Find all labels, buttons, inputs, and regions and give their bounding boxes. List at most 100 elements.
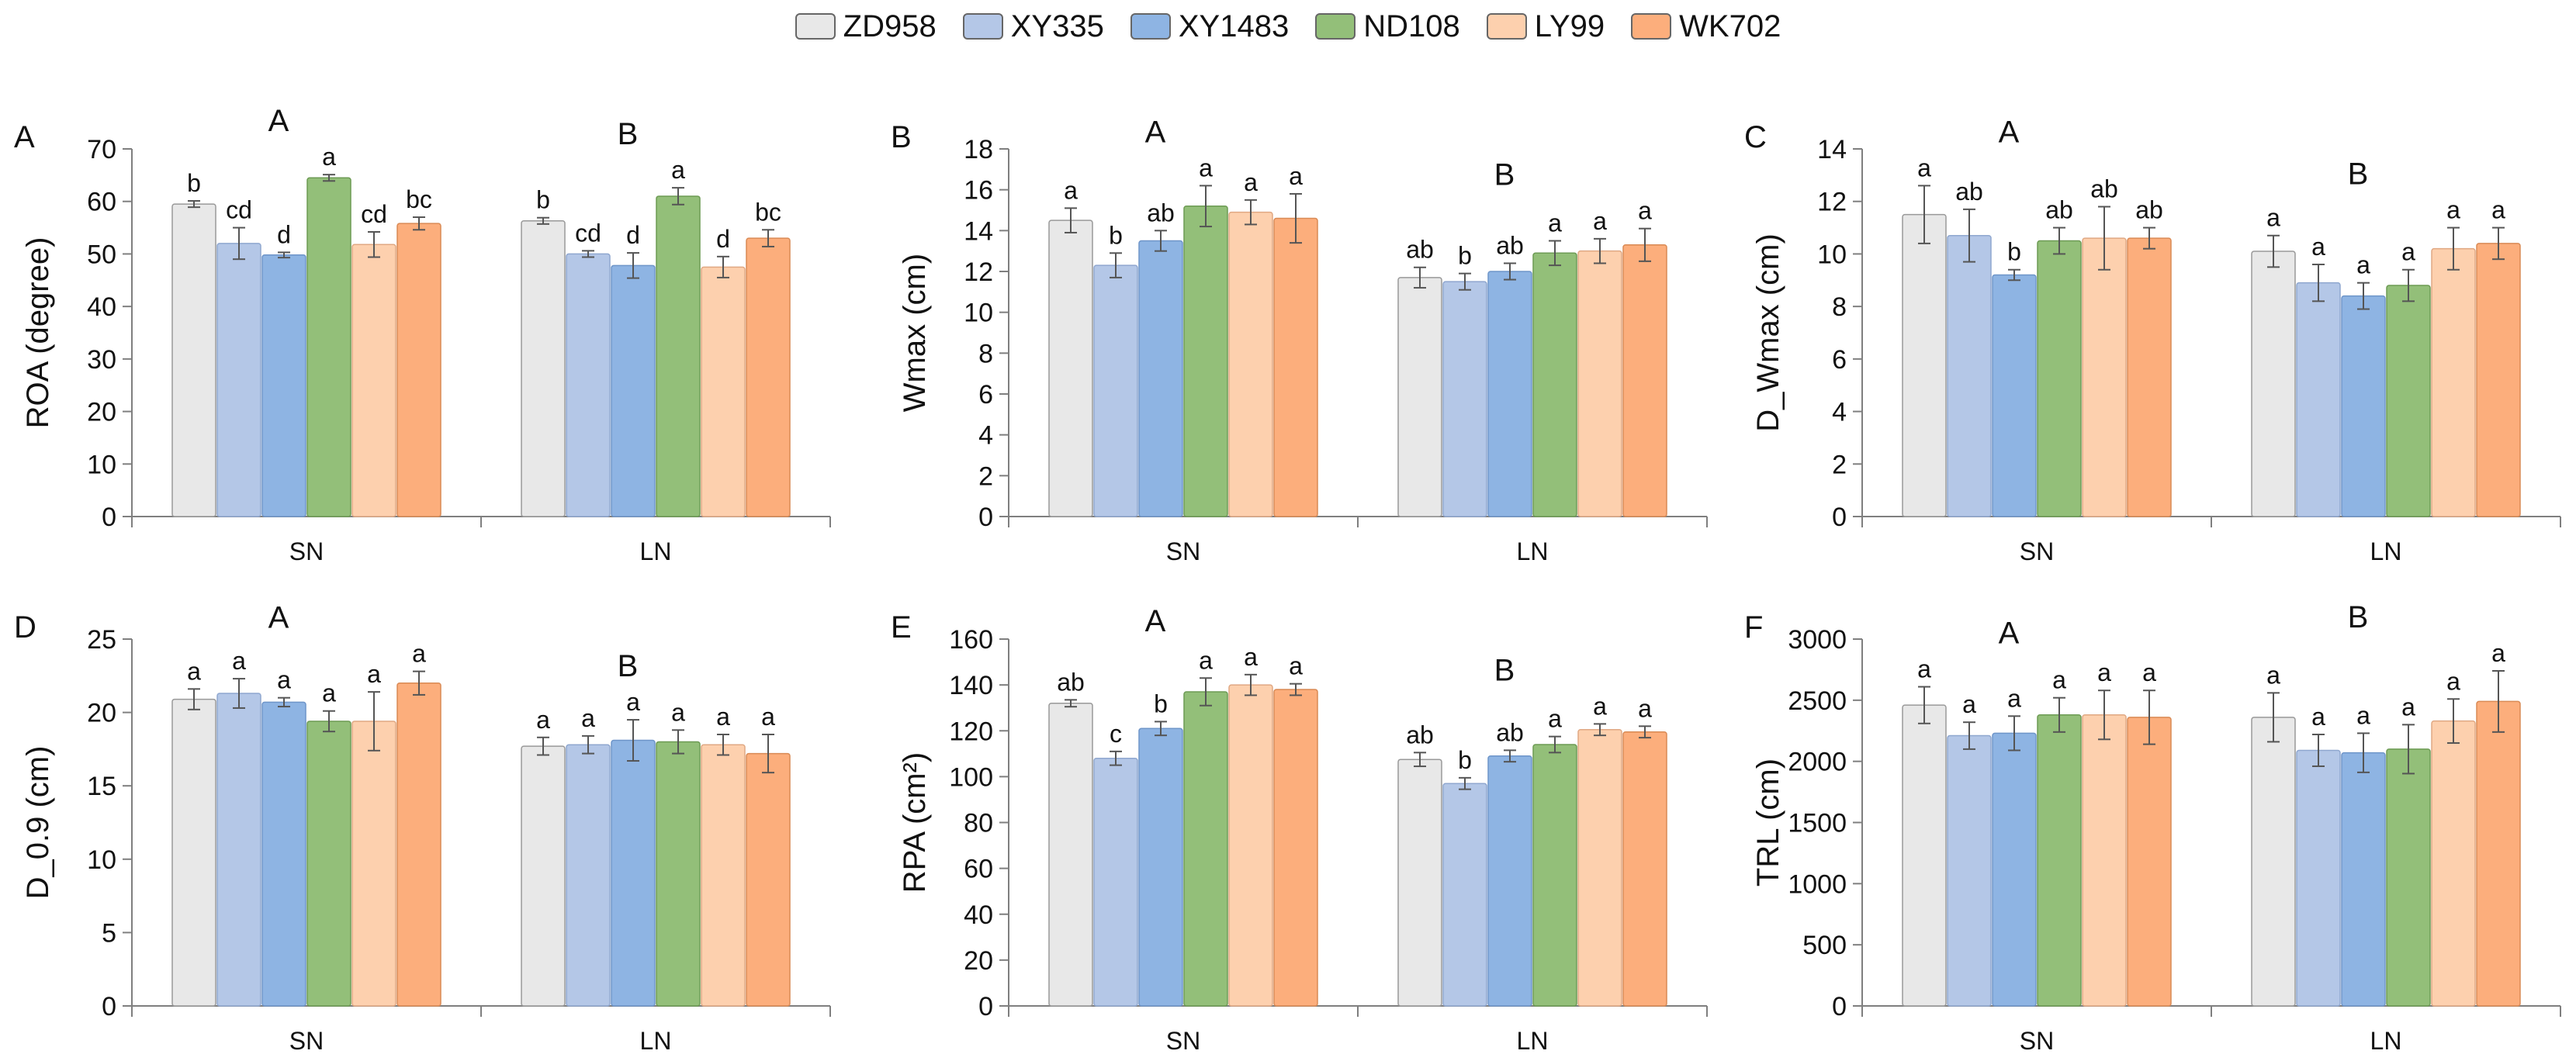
significance-letter: a	[1064, 176, 1078, 204]
x-tick-label: LN	[1517, 537, 1549, 565]
legend-swatch	[962, 13, 1003, 40]
bar	[2251, 717, 2296, 1007]
bar	[2296, 749, 2341, 1007]
y-tick-label: 0	[1832, 503, 1847, 532]
y-tick-label: 10	[964, 299, 993, 328]
significance-letter: a	[1289, 162, 1303, 190]
bar	[2082, 714, 2127, 1007]
group-letter: B	[1494, 158, 1515, 192]
legend-label: ND108	[1363, 9, 1460, 43]
significance-letter: a	[2311, 703, 2325, 731]
x-tick-label: LN	[640, 1027, 672, 1055]
panel-letter: B	[891, 120, 912, 154]
significance-letter: a	[1593, 207, 1607, 235]
y-tick-label: 15	[87, 772, 116, 801]
y-tick-label: 0	[978, 992, 993, 1021]
significance-letter: a	[322, 679, 336, 707]
y-tick-label: 14	[1817, 135, 1847, 164]
y-tick-label: 40	[964, 900, 993, 930]
bar	[2296, 282, 2341, 517]
bar	[1273, 689, 1318, 1007]
y-axis-title: Wmax (cm)	[898, 254, 932, 412]
y-tick-label: 10	[87, 845, 116, 875]
y-tick-label: 120	[949, 717, 993, 746]
bar	[2037, 240, 2082, 517]
bar	[1487, 755, 1532, 1007]
chart-panel-c: CD_Wmax (cm)02468101214SNaabbabababALNaa…	[1744, 115, 2561, 565]
x-tick-label: LN	[2370, 537, 2402, 565]
y-axis-title: ROA (degree)	[21, 237, 55, 429]
significance-letter: b	[1458, 242, 1472, 270]
bar	[611, 264, 656, 517]
significance-letter: a	[1593, 692, 1607, 720]
y-tick-label: 20	[87, 398, 116, 427]
x-tick-label: LN	[2370, 1027, 2402, 1055]
bar	[1048, 703, 1093, 1007]
panel-letter: D	[14, 610, 36, 645]
x-tick-label: SN	[289, 537, 324, 565]
x-tick-label: SN	[1166, 1027, 1200, 1055]
bar	[261, 254, 306, 517]
legend-label: XY1483	[1178, 9, 1290, 43]
bar	[306, 177, 351, 517]
significance-letter: a	[187, 657, 201, 685]
significance-letter: bc	[406, 185, 432, 213]
significance-letter: ab	[2045, 196, 2073, 224]
y-tick-label: 20	[964, 946, 993, 976]
significance-letter: a	[367, 660, 381, 688]
y-axis-title: RPA (cm²)	[898, 752, 932, 893]
y-tick-label: 40	[87, 292, 116, 322]
significance-letter: b	[187, 169, 201, 197]
bar	[746, 237, 791, 517]
y-tick-label: 2000	[1788, 748, 1847, 777]
legend-swatch	[795, 13, 836, 40]
y-tick-label: 25	[87, 625, 116, 655]
significance-letter: d	[716, 225, 730, 253]
bar	[1487, 271, 1532, 517]
bar	[1138, 727, 1183, 1007]
significance-letter: ab	[1057, 668, 1085, 696]
bar	[2476, 700, 2521, 1007]
bar	[2082, 237, 2127, 517]
bar	[1532, 744, 1577, 1007]
panel-letter: C	[1744, 120, 1767, 154]
bar	[1992, 274, 2037, 517]
significance-letter: d	[277, 220, 291, 248]
legend-label: ZD958	[843, 9, 937, 43]
significance-letter: b	[1154, 689, 1168, 717]
bar	[2386, 285, 2431, 517]
legend-item-ly99: LY99	[1486, 9, 1605, 44]
group-letter: B	[618, 117, 639, 151]
group-letter: A	[268, 104, 289, 138]
group-letter: A	[1999, 115, 2020, 149]
y-tick-label: 100	[949, 762, 993, 792]
significance-letter: ab	[1496, 231, 1524, 259]
y-tick-label: 0	[1832, 992, 1847, 1021]
bar	[2431, 720, 2476, 1007]
y-tick-label: 1000	[1788, 869, 1847, 899]
significance-letter: a	[2266, 661, 2280, 689]
bar	[1442, 783, 1487, 1007]
bar	[351, 721, 396, 1007]
bar	[1532, 252, 1577, 517]
bar	[1093, 264, 1138, 517]
bar	[1397, 277, 1442, 517]
y-tick-label: 160	[949, 625, 993, 655]
significance-letter: a	[1548, 209, 1562, 237]
y-tick-label: 80	[964, 809, 993, 838]
significance-letter: a	[2401, 693, 2415, 721]
significance-letter: a	[412, 640, 426, 668]
y-tick-label: 2	[978, 461, 993, 491]
x-tick-label: SN	[2020, 1027, 2054, 1055]
y-tick-label: 0	[102, 992, 116, 1021]
significance-letter: a	[232, 647, 246, 675]
significance-letter: ab	[2090, 175, 2118, 202]
bar	[1947, 734, 1992, 1007]
bar	[1442, 281, 1487, 517]
bar	[1902, 704, 1947, 1007]
significance-letter: a	[1289, 652, 1303, 680]
y-tick-label: 5	[102, 918, 116, 948]
group-letter: A	[1999, 616, 2020, 650]
